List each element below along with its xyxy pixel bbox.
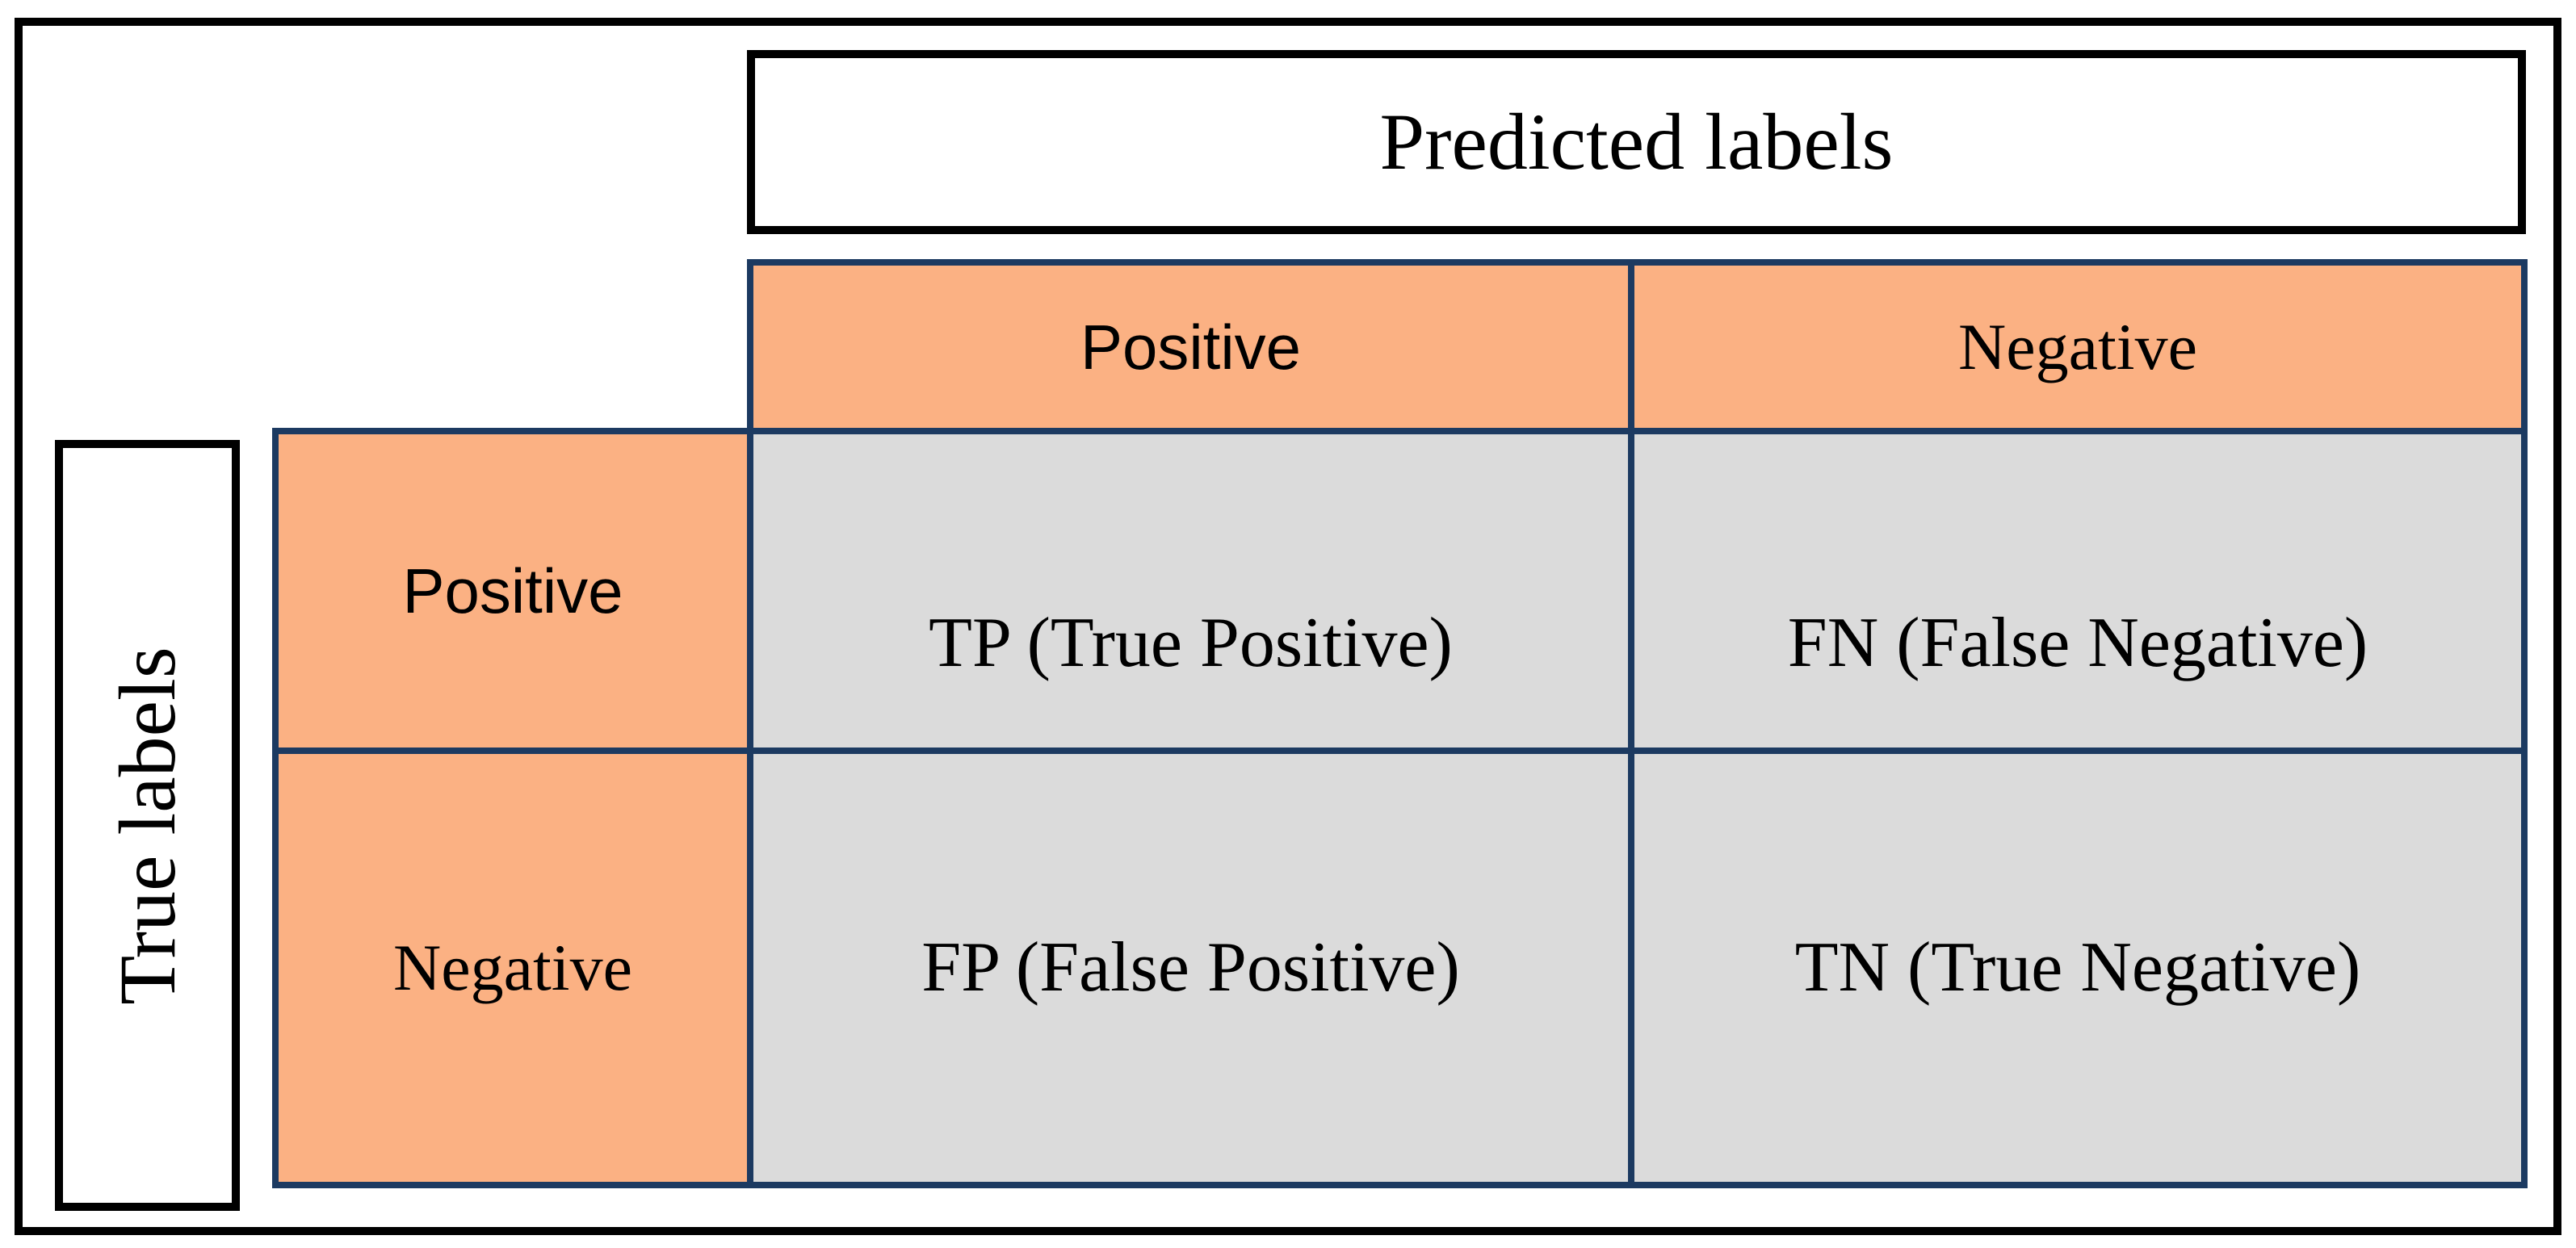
grid-line-row-divider xyxy=(272,748,2528,754)
grid-line-column-divider xyxy=(1628,259,1634,1188)
grid-line-bottom xyxy=(272,1182,2528,1188)
grid-line-header-divider xyxy=(272,428,2528,434)
row-header-negative: Negative xyxy=(393,931,632,1004)
column-header-row-background xyxy=(750,262,2524,431)
grid-line-right xyxy=(2521,259,2528,1188)
predicted-labels-box: Predicted labels xyxy=(747,50,2526,234)
column-header-positive: Positive xyxy=(1080,311,1302,383)
row-header-positive: Positive xyxy=(402,555,623,626)
true-axis-title: True labels xyxy=(102,646,192,1005)
grid-line-top xyxy=(747,259,2528,266)
cell-true-negative: TN (True Negative) xyxy=(1794,928,2361,1007)
cell-false-positive: FP (False Positive) xyxy=(921,928,1460,1007)
column-header-negative: Negative xyxy=(1958,309,2197,383)
grid-line-left xyxy=(272,428,279,1188)
cell-true-positive: TP (True Positive) xyxy=(929,604,1453,682)
true-labels-box: True labels xyxy=(55,440,240,1211)
outer-frame xyxy=(15,18,2561,1235)
predicted-axis-title: Predicted labels xyxy=(1379,97,1894,186)
grid-line-table-left xyxy=(747,259,753,1188)
row-header-column-background xyxy=(275,431,750,1185)
cell-false-negative: FN (False Negative) xyxy=(1787,604,2368,682)
data-cells-background xyxy=(750,431,2524,1185)
